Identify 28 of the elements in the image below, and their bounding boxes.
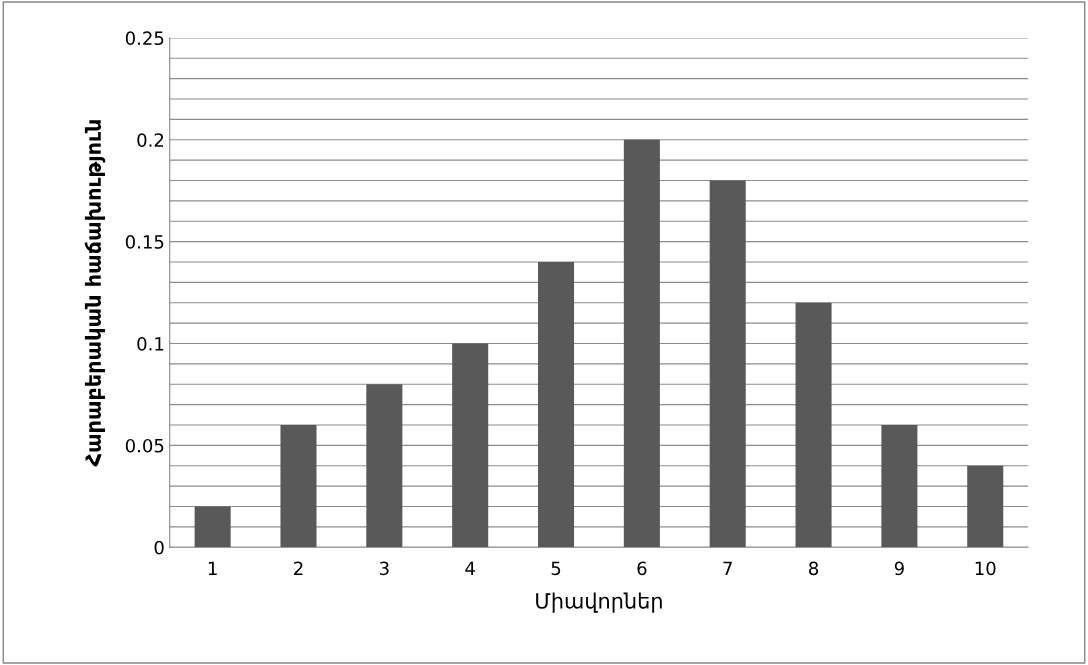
y-tick-label: 0.1 [137,337,164,351]
x-tick-label: 4 [465,561,475,575]
y-axis-title: Հարաբերական հաճախություն [84,120,106,467]
y-tick-label: 0.05 [125,438,164,453]
bar [280,425,317,548]
bar [795,302,832,548]
x-tick-label: 10 [975,561,996,576]
x-tick-label: 8 [809,561,819,576]
y-tick-label: 0.25 [125,31,164,46]
bar [967,465,1004,548]
x-tick-label: 6 [637,561,647,576]
bar [538,262,575,548]
y-tick-label: 0.2 [137,133,164,147]
bar [623,139,660,548]
x-tick-label: 9 [894,561,904,576]
x-tick-label: 3 [379,561,389,576]
x-tick-label: 7 [723,561,732,575]
x-tick-label: 2 [294,561,303,575]
x-axis-title: Միավորներ [536,592,662,613]
bar [881,425,918,548]
x-tick-label: 1 [208,561,217,575]
bar [709,180,746,548]
bar [194,506,231,548]
bar [366,384,403,548]
x-tick-label: 5 [551,561,561,576]
y-tick-label: 0.15 [125,235,164,249]
y-tick-label: 0 [154,540,164,555]
bar [452,343,489,548]
